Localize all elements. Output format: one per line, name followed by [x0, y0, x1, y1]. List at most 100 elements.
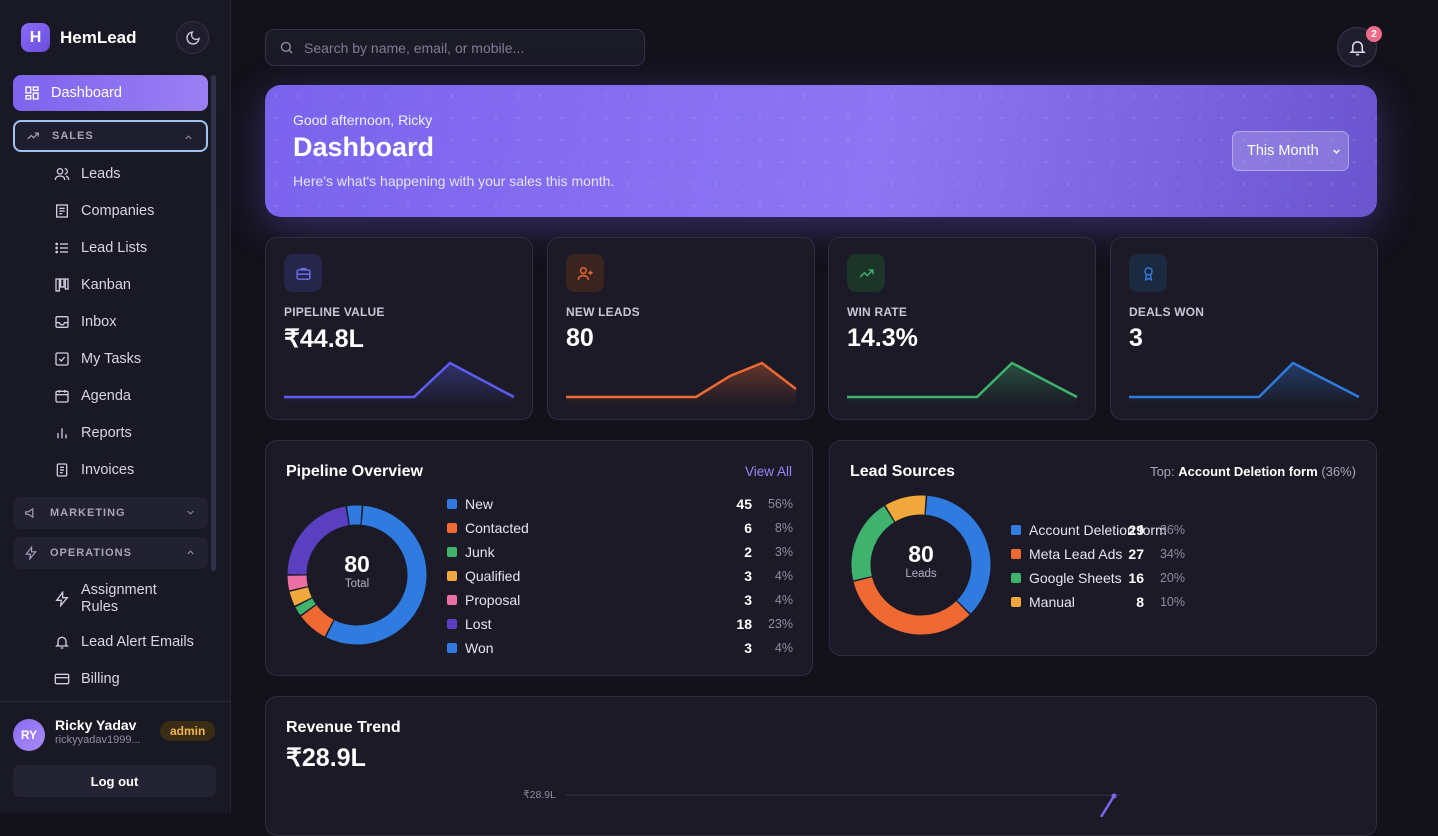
legend-percent: 4%: [774, 641, 793, 655]
sidebar-item-agenda[interactable]: Agenda: [13, 377, 208, 414]
bell-icon: [55, 636, 69, 649]
credit-card-icon: [54, 673, 70, 684]
legend-percent: 10%: [1159, 595, 1185, 609]
legend-label: Qualified: [465, 568, 521, 584]
sidebar-item-assignment-rules[interactable]: Assignment Rules: [13, 575, 208, 623]
sidebar-item-billing[interactable]: Billing: [13, 660, 208, 697]
donut-slice-google-sheets[interactable]: [851, 506, 895, 581]
legend-percent: 56%: [767, 497, 793, 511]
search-input[interactable]: [304, 39, 624, 56]
sidebar-item-dashboard[interactable]: Dashboard: [13, 75, 208, 111]
page-title: Dashboard: [293, 132, 435, 162]
section-marketing-toggle[interactable]: MARKETING: [13, 497, 208, 529]
stat-card-pipeline-value[interactable]: PIPELINE VALUE ₹44.8L: [265, 237, 533, 420]
legend-row: Won 3 4%: [447, 636, 793, 660]
legend-swatch: [1011, 549, 1021, 559]
legend-percent: 3%: [774, 545, 793, 559]
donut-total: 80: [344, 551, 370, 577]
legend-row: Proposal 3 4%: [447, 588, 793, 612]
legend-label: Meta Lead Ads: [1029, 546, 1123, 562]
donut-slice-lost[interactable]: [287, 506, 349, 575]
period-select-value: This Month: [1247, 143, 1319, 159]
stat-card-new-leads[interactable]: NEW LEADS 80: [547, 237, 815, 420]
donut-slice-proposal[interactable]: [287, 575, 308, 591]
stat-card-win-rate[interactable]: WIN RATE 14.3%: [828, 237, 1096, 420]
stat-value: 14.3%: [847, 324, 918, 352]
donut-center: 80 Leads: [881, 541, 961, 580]
search-bar[interactable]: [265, 29, 645, 66]
donut-slice-new[interactable]: [326, 505, 427, 645]
legend-percent: 8%: [774, 521, 793, 535]
donut-slice-won[interactable]: [347, 505, 362, 526]
top-source: Top: Account Deletion form (36%): [1150, 464, 1356, 479]
notification-count-badge: 2: [1366, 26, 1382, 42]
sidebar-item-label: Invoices: [81, 461, 135, 478]
legend-percent: 4%: [774, 593, 793, 607]
sidebar-item-label: Companies: [81, 202, 155, 219]
stat-card-deals-won[interactable]: DEALS WON 3: [1110, 237, 1378, 420]
donut-slice-manual[interactable]: [885, 495, 926, 522]
legend-count: 3: [744, 640, 752, 656]
legend-count: 8: [1136, 594, 1144, 610]
legend-row: Meta Lead Ads 27 34%: [1011, 542, 1357, 566]
donut-total-label: Total: [344, 578, 370, 590]
legend-label: Account Deletion form: [1029, 522, 1167, 538]
sidebar-item-invoices[interactable]: Invoices: [13, 451, 208, 488]
donut-slice-meta-lead-ads[interactable]: [853, 576, 970, 635]
donut-slice-qualified[interactable]: [289, 587, 312, 606]
legend-count: 29: [1128, 522, 1144, 538]
sidebar-item-kanban[interactable]: Kanban: [13, 266, 208, 303]
chevron-up-icon: [187, 550, 194, 555]
user-panel: RY Ricky Yadav rickyyadav1999... admin L…: [0, 701, 231, 813]
revenue-trend-panel: Revenue Trend ₹28.9L ₹28.9L: [265, 696, 1377, 836]
period-select[interactable]: This Month: [1232, 131, 1349, 171]
welcome-banner: Good afternoon, Ricky Dashboard Here's w…: [265, 85, 1377, 217]
trending-up-icon: [847, 254, 885, 292]
sidebar-item-label: My Tasks: [81, 350, 142, 367]
notifications-button[interactable]: 2: [1337, 26, 1382, 67]
revenue-line: [1099, 795, 1116, 817]
legend-row: Junk 2 3%: [447, 540, 793, 564]
donut-slice-account-deletion-form[interactable]: [925, 495, 991, 614]
briefcase-icon: [284, 254, 322, 292]
sidebar-item-my-tasks[interactable]: My Tasks: [13, 340, 208, 377]
donut-slice-contacted[interactable]: [301, 604, 334, 637]
award-icon: [1129, 254, 1167, 292]
sidebar-item-lead-alert-emails[interactable]: Lead Alert Emails: [13, 623, 208, 660]
users-icon: [54, 167, 70, 180]
sidebar-item-label: Lead Alert Emails: [81, 633, 194, 650]
stat-value: 3: [1129, 324, 1143, 352]
view-all-link[interactable]: View All: [744, 464, 792, 479]
donut-slice-junk[interactable]: [295, 598, 316, 616]
section-sales-toggle[interactable]: SALES: [13, 120, 208, 152]
logout-button[interactable]: Log out: [13, 765, 216, 797]
pipeline-overview-panel: Pipeline Overview View All 80 Total New 4…: [265, 440, 813, 676]
sidebar-item-inbox[interactable]: Inbox: [13, 303, 208, 340]
legend-percent: 4%: [774, 569, 793, 583]
sidebar-item-label: Reports: [81, 424, 132, 441]
legend-swatch: [447, 499, 457, 509]
brand[interactable]: H HemLead: [21, 23, 137, 52]
chevron-up-icon: [185, 135, 192, 140]
megaphone-icon: [25, 507, 34, 519]
panel-title: Pipeline Overview: [286, 463, 423, 480]
sidebar-scrollbar[interactable]: [211, 75, 216, 571]
sidebar-nav: Dashboard SALES Leads Companies Lead Lis…: [13, 75, 208, 697]
pipeline-legend: New 45 56% Contacted 6 8% Junk 2 3% Qualified 3 4% P…: [447, 492, 793, 660]
trending-up-icon: [27, 132, 39, 140]
sidebar-item-reports[interactable]: Reports: [13, 414, 208, 451]
legend-percent: 34%: [1159, 547, 1185, 561]
sidebar-item-companies[interactable]: Companies: [13, 192, 208, 229]
chevron-down-icon: [1332, 149, 1340, 154]
section-label: OPERATIONS: [50, 547, 132, 559]
sparkline: [566, 361, 797, 406]
avatar[interactable]: RY: [13, 719, 45, 751]
sidebar-item-leads[interactable]: Leads: [13, 155, 208, 192]
legend-swatch: [447, 547, 457, 557]
theme-toggle-button[interactable]: [176, 21, 209, 54]
section-operations-toggle[interactable]: OPERATIONS: [13, 537, 208, 569]
sidebar-item-lead-lists[interactable]: Lead Lists: [13, 229, 208, 266]
stat-label: NEW LEADS: [566, 305, 640, 319]
user-plus-icon: [566, 254, 604, 292]
chevron-down-icon: [187, 510, 194, 515]
